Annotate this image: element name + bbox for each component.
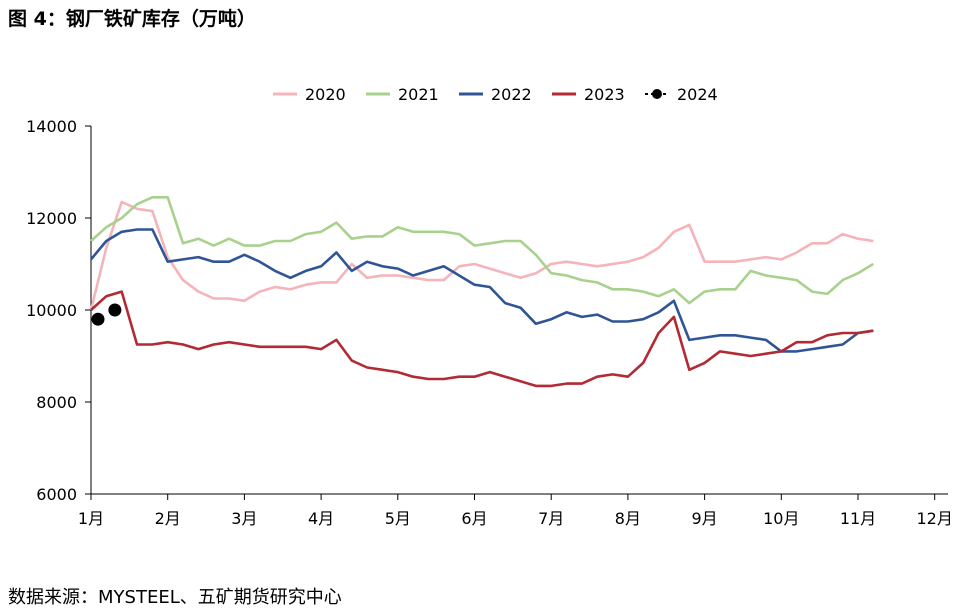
legend-label-2022: 2022 bbox=[491, 85, 532, 104]
x-tick-label: 3月 bbox=[231, 509, 257, 528]
series-layer bbox=[89, 196, 874, 388]
series-2024-point bbox=[108, 303, 122, 317]
x-tick-label: 10月 bbox=[763, 509, 799, 528]
x-axis: 1月 2月 3月 4月 5月 6月 7月 8月 9月 10月 11月 12月 bbox=[78, 493, 953, 528]
legend-label-2021: 2021 bbox=[398, 85, 439, 104]
x-tick-label: 8月 bbox=[615, 509, 641, 528]
x-tick-label: 2月 bbox=[155, 509, 181, 528]
series-2022-line bbox=[90, 228, 874, 353]
x-tick-label: 6月 bbox=[461, 509, 487, 528]
y-axis: 6000 8000 10000 12000 14000 bbox=[26, 117, 92, 504]
chart-legend: 2020 2021 2022 2023 2024 bbox=[273, 85, 718, 104]
x-tick-label: 12月 bbox=[917, 509, 953, 528]
x-tick-label: 4月 bbox=[308, 509, 334, 528]
y-tick-label: 8000 bbox=[36, 393, 77, 412]
x-tick-label: 7月 bbox=[538, 509, 564, 528]
legend-label-2023: 2023 bbox=[584, 85, 625, 104]
chart-title: 图 4：钢厂铁矿库存（万吨） bbox=[8, 8, 256, 30]
legend-label-2024: 2024 bbox=[677, 85, 718, 104]
legend-marker-2024 bbox=[652, 89, 662, 99]
line-chart: 2020 2021 2022 2023 2024 6000 8000 10000 12000 1… bbox=[26, 85, 953, 528]
legend-label-2020: 2020 bbox=[305, 85, 346, 104]
x-tick-label: 9月 bbox=[692, 509, 718, 528]
x-tick-label: 1月 bbox=[78, 509, 104, 528]
series-2024-point bbox=[91, 312, 105, 326]
y-tick-label: 10000 bbox=[26, 301, 77, 320]
series-2023-line bbox=[90, 290, 874, 388]
x-tick-label: 11月 bbox=[840, 509, 876, 528]
x-tick-label: 5月 bbox=[385, 509, 411, 528]
series-2020-line bbox=[89, 200, 874, 311]
source-note: 数据来源：MYSTEEL、五矿期货研究中心 bbox=[8, 587, 342, 608]
y-tick-label: 14000 bbox=[26, 117, 77, 136]
series-2021-line bbox=[90, 196, 874, 305]
y-tick-label: 6000 bbox=[36, 485, 77, 504]
y-tick-label: 12000 bbox=[26, 209, 77, 228]
